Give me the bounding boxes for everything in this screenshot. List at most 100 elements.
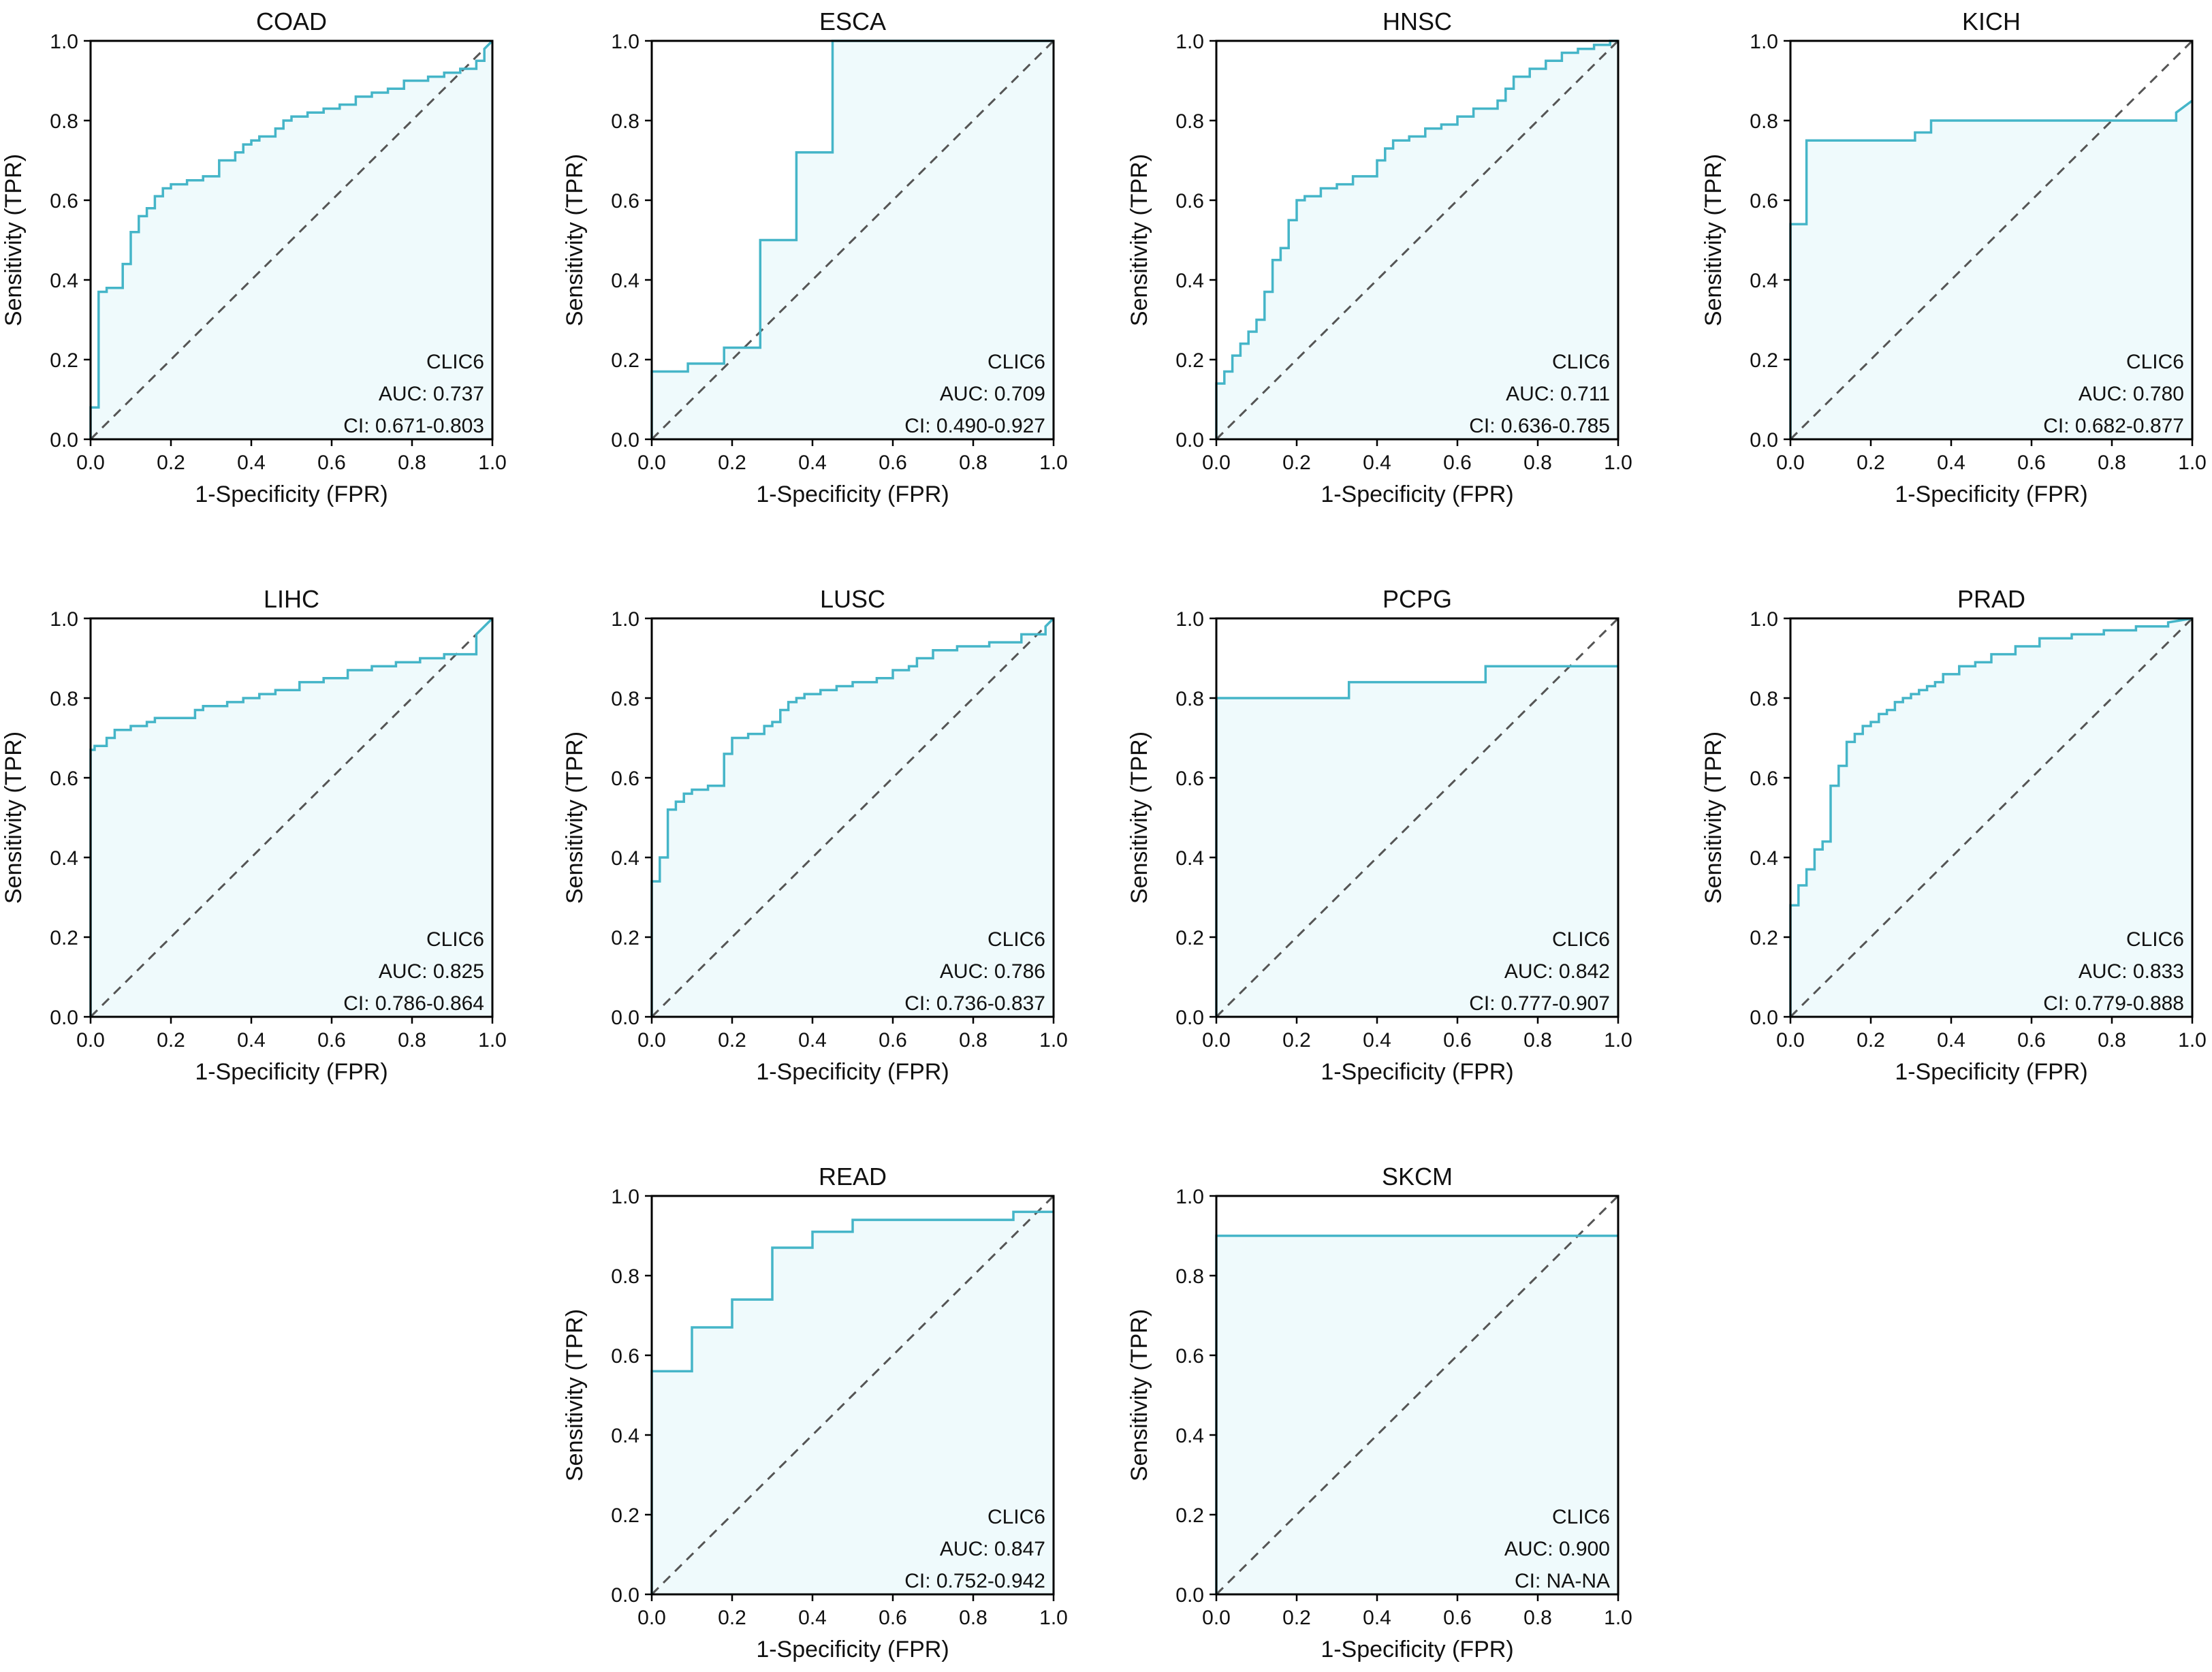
roc-panel-hnsc: 0.00.0 0.2 0.2 0.4 0.4 0.6 0.6 0.8 0.8 1.0 1.0 HNSC…	[1126, 7, 1632, 507]
y-tick-label: 0.8	[1750, 688, 1778, 710]
y-tick-label: 0.6	[50, 190, 78, 212]
x-tick-label: 0.4	[798, 1029, 827, 1052]
x-axis-label: 1-Specificity (FPR)	[1895, 1059, 2087, 1085]
x-tick-label: 0.6	[2017, 1029, 2046, 1052]
roc-panel-kich: 0.00.0 0.2 0.2 0.4 0.4 0.6 0.6 0.8 0.8 1.0 1.0 KICH…	[1701, 7, 2207, 507]
gene-label: CLIC6	[988, 351, 1045, 373]
gene-label: CLIC6	[1552, 928, 1610, 951]
plot-frame	[1215, 617, 1620, 1018]
panel-title: KICH	[1962, 7, 2021, 35]
x-tick-label: 0.4	[1363, 452, 1391, 474]
plot-frame	[89, 40, 494, 441]
auc-label: AUC: 0.842	[1504, 960, 1610, 983]
x-tick-label: 1.0	[1604, 452, 1632, 474]
roc-panel-pcpg: 0.00.0 0.2 0.2 0.4 0.4 0.6 0.6 0.8 0.8 1.0 1.0 PCPG…	[1126, 585, 1632, 1085]
panel-title: SKCM	[1382, 1163, 1453, 1190]
auc-label: AUC: 0.737	[379, 383, 484, 405]
y-tick-label: 0.0	[50, 1007, 78, 1029]
y-tick-label: 1.0	[611, 1186, 639, 1208]
x-tick-label: 0.2	[1282, 1607, 1311, 1629]
y-tick-label: 0.0	[1175, 1584, 1204, 1607]
y-tick-label: 0.6	[1750, 768, 1778, 790]
x-tick-label: 1.0	[478, 1029, 507, 1052]
y-tick-label: 0.4	[50, 847, 78, 870]
y-tick-label: 0.2	[611, 927, 639, 949]
y-tick-label: 0.4	[1750, 270, 1778, 292]
y-tick-label: 0.6	[611, 768, 639, 790]
x-tick-label: 0.2	[1856, 1029, 1885, 1052]
roc-panel-lihc: 0.00.0 0.2 0.2 0.4 0.4 0.6 0.6 0.8 0.8 1.0 1.0 LIHC…	[1, 585, 507, 1085]
ci-label: CI: 0.636-0.785	[1469, 415, 1610, 437]
x-tick-label: 0.0	[76, 1029, 105, 1052]
plot-frame	[89, 617, 494, 1018]
ci-label: CI: 0.779-0.888	[2043, 992, 2184, 1015]
ci-label: CI: 0.682-0.877	[2043, 415, 2184, 437]
diagonal-reference-line	[650, 40, 1055, 441]
diagonal-reference-line	[1215, 617, 1620, 1018]
auc-label: AUC: 0.900	[1504, 1538, 1610, 1560]
y-tick-label: 0.4	[1750, 847, 1778, 870]
x-tick-label: 1.0	[1604, 1607, 1632, 1629]
y-tick-label: 0.0	[50, 429, 78, 452]
y-tick-label: 0.2	[611, 1504, 639, 1527]
x-tick-label: 0.6	[879, 1607, 907, 1629]
x-tick-label: 0.6	[879, 1029, 907, 1052]
gene-label: CLIC6	[2126, 351, 2184, 373]
roc-curve	[1215, 40, 1618, 439]
roc-panel-read: 0.00.0 0.2 0.2 0.4 0.4 0.6 0.6 0.8 0.8 1.0 1.0 READ…	[562, 1163, 1068, 1662]
auc-label: AUC: 0.709	[940, 383, 1045, 405]
y-axis-label: Sensitivity (TPR)	[562, 1309, 588, 1481]
x-tick-label: 0.2	[1282, 452, 1311, 474]
y-tick-label: 0.6	[611, 1345, 639, 1368]
gene-label: CLIC6	[2126, 928, 2184, 951]
diagonal-reference-line	[1215, 1195, 1620, 1596]
x-axis-label: 1-Specificity (FPR)	[195, 1059, 388, 1085]
roc-panel-prad: 0.00.0 0.2 0.2 0.4 0.4 0.6 0.6 0.8 0.8 1.0 1.0 PRAD…	[1701, 585, 2207, 1085]
panel-title: LIHC	[264, 585, 319, 613]
x-tick-label: 0.6	[2017, 452, 2046, 474]
x-tick-label: 0.4	[798, 1607, 827, 1629]
x-tick-label: 0.4	[1363, 1029, 1391, 1052]
x-tick-label: 0.2	[1282, 1029, 1311, 1052]
y-tick-label: 0.8	[611, 688, 639, 710]
roc-curve	[89, 617, 494, 1017]
ci-label: CI: 0.752-0.942	[904, 1570, 1045, 1592]
roc-curve	[650, 617, 1055, 1017]
x-axis-label: 1-Specificity (FPR)	[1321, 1059, 1513, 1085]
x-tick-label: 0.0	[1202, 1029, 1231, 1052]
x-tick-label: 0.8	[1523, 1607, 1552, 1629]
x-tick-label: 0.0	[1776, 1029, 1805, 1052]
auc-label: AUC: 0.780	[2079, 383, 2184, 405]
y-axis-label: Sensitivity (TPR)	[1126, 154, 1152, 326]
y-tick-label: 1.0	[611, 31, 639, 53]
x-tick-label: 0.4	[237, 452, 266, 474]
plot-frame	[1215, 40, 1620, 441]
diagonal-reference-line	[1789, 40, 2194, 441]
x-tick-label: 0.4	[1363, 1607, 1391, 1629]
diagonal-reference-line	[89, 40, 494, 441]
x-tick-label: 1.0	[478, 452, 507, 474]
roc-curve	[650, 40, 1054, 439]
x-tick-label: 0.4	[798, 452, 827, 474]
x-tick-label: 1.0	[1039, 1607, 1068, 1629]
ci-label: CI: 0.777-0.907	[1469, 992, 1610, 1015]
x-tick-label: 0.0	[1202, 1607, 1231, 1629]
y-axis-label: Sensitivity (TPR)	[1126, 1309, 1152, 1481]
x-tick-label: 0.0	[637, 452, 666, 474]
x-axis-label: 1-Specificity (FPR)	[756, 1059, 949, 1085]
x-axis-label: 1-Specificity (FPR)	[756, 1637, 949, 1662]
auc-label: AUC: 0.786	[940, 960, 1045, 983]
x-axis-label: 1-Specificity (FPR)	[195, 482, 388, 507]
y-tick-label: 0.6	[1750, 190, 1778, 212]
y-tick-label: 0.6	[1175, 1345, 1204, 1368]
ci-label: CI: 0.786-0.864	[343, 992, 484, 1015]
x-tick-label: 0.4	[237, 1029, 266, 1052]
auc-area	[652, 1212, 1054, 1594]
y-tick-label: 0.4	[1175, 1425, 1204, 1447]
diagonal-reference-line	[89, 617, 494, 1018]
plot-frame	[1789, 617, 2194, 1018]
y-tick-label: 0.2	[1175, 1504, 1204, 1527]
x-axis-label: 1-Specificity (FPR)	[1321, 1637, 1513, 1662]
ci-label: CI: 0.736-0.837	[904, 992, 1045, 1015]
y-tick-label: 0.2	[1175, 927, 1204, 949]
